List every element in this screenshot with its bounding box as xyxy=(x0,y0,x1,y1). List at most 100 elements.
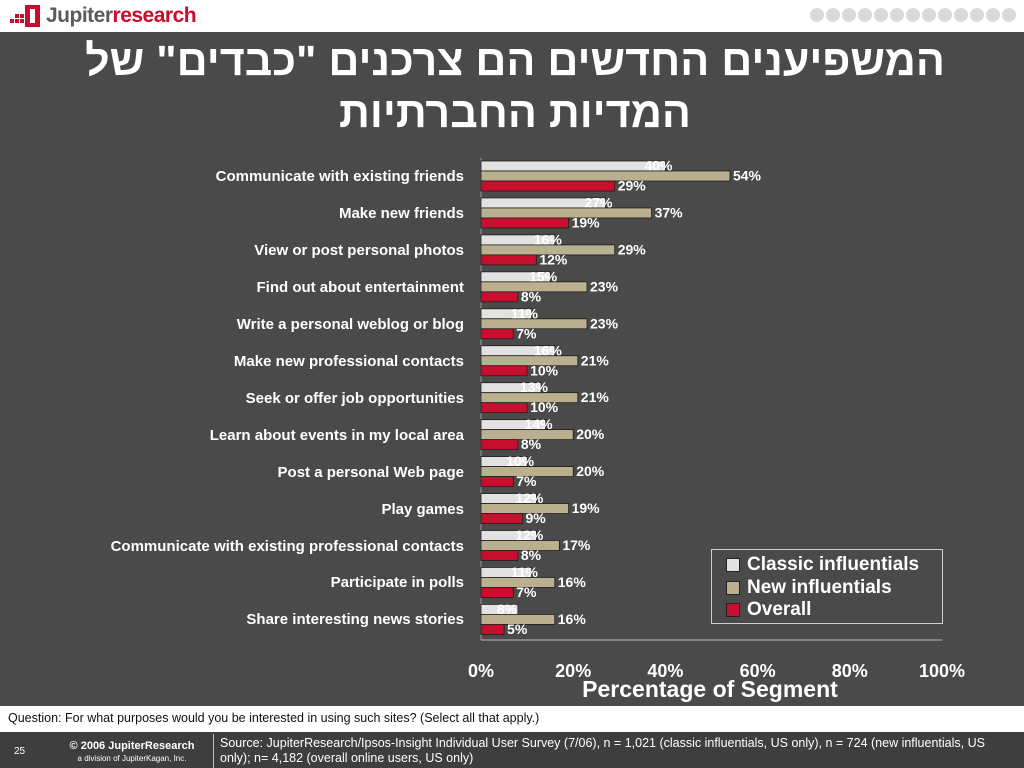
bar-overall xyxy=(480,365,528,377)
survey-question-bar: Question: For what purposes would you be… xyxy=(0,706,1024,732)
data-label-classic: 14% xyxy=(525,416,554,432)
category-label: Make new professional contacts xyxy=(233,352,464,370)
data-label-overall: 7% xyxy=(516,325,537,341)
data-label-new: 21% xyxy=(581,352,610,368)
bar-overall xyxy=(480,328,514,340)
category-label: View or post personal photos xyxy=(254,241,464,259)
legend-item-classic: Classic influentials xyxy=(726,554,919,576)
bar-new xyxy=(480,540,560,551)
data-label-overall: 9% xyxy=(525,510,546,526)
legend-item-new: New influentials xyxy=(726,577,892,599)
data-label-overall: 7% xyxy=(516,584,537,600)
x-tick-label: 100% xyxy=(919,661,965,681)
data-label-overall: 8% xyxy=(521,547,542,563)
data-label-new: 17% xyxy=(562,537,591,553)
bar-new xyxy=(480,429,574,441)
bar-new xyxy=(480,355,579,367)
header-dot-decoration xyxy=(810,8,1016,22)
category-label: Seek or offer job opportunities xyxy=(245,389,464,407)
data-label-overall: 10% xyxy=(530,399,559,415)
category-label: Find out about entertainment xyxy=(256,278,465,296)
legend-swatch-new xyxy=(726,581,740,595)
slide-title: המשפיענים החדשים הם צרכנים "כבדים" של המ… xyxy=(85,37,945,137)
x-tick-label: 20% xyxy=(555,661,591,681)
bar-new xyxy=(480,318,588,330)
jupiter-logo-icon xyxy=(10,3,44,29)
source-note: Source: JupiterResearch/Ipsos-Insight In… xyxy=(220,736,985,765)
data-label-new: 21% xyxy=(581,389,610,405)
data-label-new: 20% xyxy=(576,426,605,442)
data-label-new: 19% xyxy=(572,500,601,516)
legend-swatch-overall xyxy=(726,603,740,617)
category-label: Play games xyxy=(381,500,464,518)
x-axis-title: Percentage of Segment xyxy=(582,676,838,702)
jupiterresearch-logo: Jupiterresearch xyxy=(10,2,197,30)
data-label-new: 20% xyxy=(576,463,605,479)
legend-item-overall: Overall xyxy=(726,599,811,621)
bar-new xyxy=(480,281,588,293)
x-tick-label: 0% xyxy=(468,661,494,681)
bar-overall xyxy=(480,180,616,192)
bar-new xyxy=(480,466,574,478)
copyright-block: © 2006 JupiterResearch a division of Jup… xyxy=(54,740,210,763)
data-label-classic: 10% xyxy=(506,453,535,469)
footer-divider xyxy=(213,734,214,768)
data-label-overall: 8% xyxy=(521,288,542,304)
logo-text-part1: Jupiter xyxy=(46,4,113,27)
bar-overall xyxy=(480,624,505,635)
data-label-classic: 16% xyxy=(534,342,563,358)
data-label-overall: 12% xyxy=(539,251,568,267)
chart-legend: Classic influentials New influentials Ov… xyxy=(711,549,943,624)
legend-label-new: New influentials xyxy=(747,577,892,598)
bar-overall xyxy=(480,587,514,598)
category-label: Learn about events in my local area xyxy=(209,426,464,444)
category-label: Post a personal Web page xyxy=(277,463,464,481)
legend-swatch-classic xyxy=(726,558,740,572)
category-label: Participate in polls xyxy=(330,574,464,592)
data-label-new: 16% xyxy=(558,574,587,590)
data-label-classic: 16% xyxy=(534,231,563,247)
data-label-overall: 8% xyxy=(521,436,542,452)
data-label-overall: 7% xyxy=(516,473,537,489)
bar-overall xyxy=(480,476,514,488)
bar-new xyxy=(480,170,731,182)
bar-classic xyxy=(480,160,666,172)
legend-label-overall: Overall xyxy=(747,599,812,620)
category-label: Share interesting news stories xyxy=(246,611,464,629)
data-label-classic: 11% xyxy=(511,564,539,580)
data-label-overall: 10% xyxy=(530,362,559,378)
bar-new xyxy=(480,577,556,588)
copyright-text: © 2006 JupiterResearch xyxy=(69,740,195,752)
data-label-classic: 8% xyxy=(497,601,518,617)
x-tick-label: 80% xyxy=(832,661,868,681)
data-label-new: 16% xyxy=(558,611,587,627)
bar-overall xyxy=(480,439,519,451)
category-label: Communicate with existing friends xyxy=(215,168,464,185)
bar-overall xyxy=(480,513,523,524)
logo-text: Jupiterresearch xyxy=(46,4,197,28)
bar-new xyxy=(480,614,556,625)
data-label-classic: 15% xyxy=(529,268,558,284)
bar-overall xyxy=(480,217,569,229)
header-bar: Jupiterresearch xyxy=(0,0,1024,32)
data-label-new: 37% xyxy=(655,204,684,220)
footer-bar: 25 © 2006 JupiterResearch a division of … xyxy=(0,732,1024,768)
data-label-classic: 13% xyxy=(520,379,549,395)
x-tick-label: 60% xyxy=(740,661,776,681)
bar-overall xyxy=(480,291,519,303)
bar-new xyxy=(480,392,579,404)
data-label-classic: 12% xyxy=(515,527,544,543)
data-label-classic: 40% xyxy=(644,158,673,174)
data-label-new: 23% xyxy=(590,315,619,331)
data-label-classic: 27% xyxy=(584,194,613,210)
data-label-new: 54% xyxy=(733,168,762,184)
bar-new xyxy=(480,207,652,219)
data-label-new: 29% xyxy=(618,241,647,257)
data-label-new: 23% xyxy=(590,278,619,294)
category-label: Communicate with existing professional c… xyxy=(110,537,464,555)
slide-number: 25 xyxy=(14,746,26,757)
bar-new xyxy=(480,503,569,514)
data-label-overall: 19% xyxy=(572,214,601,230)
logo-text-part2: research xyxy=(112,4,197,27)
